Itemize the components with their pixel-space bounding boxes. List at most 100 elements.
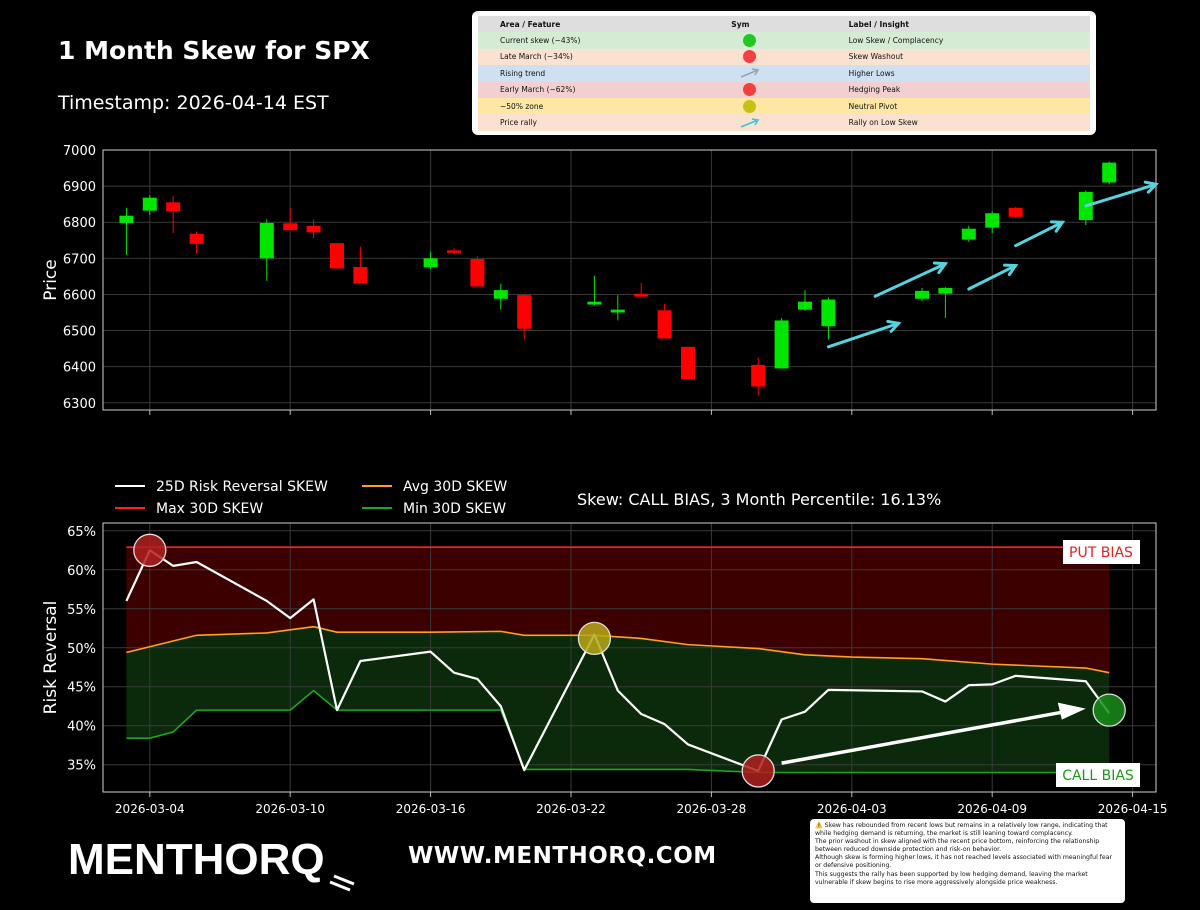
- skew-legend-entry: Min 30D SKEW: [362, 501, 506, 517]
- candle-body: [985, 213, 1000, 228]
- candle-body: [751, 364, 766, 387]
- legend-symbol: [709, 98, 826, 114]
- skew-ylabel: Risk Reversal: [41, 601, 61, 715]
- logo-tail-icon: [329, 874, 355, 892]
- legend-row: Early March (~62%) Hedging Peak: [478, 81, 1090, 98]
- price-ylabel: Price: [41, 259, 61, 300]
- skew-xtick-label: 2026-03-16: [396, 802, 466, 815]
- candle-body: [798, 301, 812, 310]
- legend-symbol: [709, 114, 826, 130]
- put-bias-label: PUT BIAS: [1063, 540, 1140, 564]
- price-candle: [470, 256, 485, 287]
- price-candle: [306, 219, 321, 239]
- price-candle: [774, 317, 789, 369]
- price-ytick-label: 6900: [63, 180, 96, 195]
- candle-body: [259, 222, 274, 259]
- price-plot-frame: [102, 149, 1157, 411]
- price-candle: [915, 287, 929, 301]
- rally-arrow-icon: [967, 263, 1019, 291]
- candle-body: [634, 293, 649, 297]
- legend-row: Price rally Rally on Low Skew: [478, 114, 1090, 131]
- price-candle: [330, 243, 344, 269]
- price-candle: [259, 219, 274, 281]
- price-candle: [189, 231, 204, 254]
- price-grid: [103, 149, 1156, 410]
- price-ytick-label: 6500: [63, 325, 96, 340]
- candle-body: [1008, 207, 1023, 217]
- skew-line-chart: 35% 40% 45% 50% 55% 60% 65% 2026-03-04 2026-03-1…: [41, 479, 1168, 815]
- price-candle: [634, 282, 649, 298]
- price-ytick-label: 6800: [63, 216, 96, 231]
- legend-text: Min 30D SKEW: [403, 501, 506, 517]
- price-candle: [1008, 207, 1023, 218]
- legend-label: Hedging Peak: [848, 85, 901, 95]
- legend-label: Higher Lows: [848, 68, 895, 78]
- candle-body: [283, 223, 298, 231]
- price-candle: [657, 303, 672, 339]
- legend-label: Skew Washout: [848, 52, 904, 62]
- price-ytick-label: 6700: [63, 252, 96, 267]
- header-label: Label / Insight: [826, 16, 1090, 33]
- candle-body: [821, 299, 836, 327]
- candle-body: [681, 346, 695, 380]
- rally-arrow-shaft: [967, 264, 1018, 291]
- price-candle: [517, 294, 532, 340]
- call-bias-label: CALL BIAS: [1056, 763, 1140, 787]
- candle-body: [142, 197, 157, 211]
- commentary-note: ⚠️ Skew has rebounded from recent lows b…: [810, 819, 1125, 903]
- candle-body: [119, 215, 134, 223]
- price-candle: [423, 251, 438, 270]
- put-bias-text: PUT BIAS: [1069, 545, 1133, 561]
- note-line: This suggests the rally has been support…: [815, 870, 1088, 886]
- legend-feature: Rising trend: [500, 68, 546, 78]
- candle-body: [470, 259, 485, 287]
- trend-arrow-head: [1057, 702, 1086, 720]
- skew-marker-circle: [1092, 693, 1126, 727]
- menthorq-logo-text: MENTHORQ: [68, 835, 325, 884]
- legend-text: 25D Risk Reversal SKEW: [156, 479, 328, 495]
- skew-xtick-label: 2026-03-22: [536, 802, 606, 815]
- skew-xtick-label: 2026-04-15: [1098, 802, 1168, 815]
- price-ytick-label: 6400: [63, 361, 96, 376]
- legend-table-body: Current skew (~43%) Low Skew / Complacenc…: [478, 32, 1090, 131]
- skew-legend-entry: 25D Risk Reversal SKEW: [115, 479, 328, 495]
- price-candle: [821, 297, 836, 340]
- header-feature: Area / Feature: [478, 16, 710, 33]
- trend-arrow-shaft: [781, 709, 1067, 765]
- skew-info-text: Skew: CALL BIAS, 3 Month Percentile: 16.…: [577, 490, 941, 509]
- price-ytick-label: 6600: [63, 288, 96, 303]
- legend-symbol: [709, 65, 826, 81]
- price-candle: [493, 283, 508, 310]
- legend-feature: Current skew (~43%): [500, 36, 581, 46]
- rally-arrow-head: [1003, 263, 1019, 277]
- skew-legend-entry: Avg 30D SKEW: [362, 479, 507, 495]
- skew-xtick-label: 2026-03-04: [115, 802, 185, 815]
- price-candle: [353, 246, 368, 284]
- price-candle: [985, 211, 1000, 234]
- legend-row: Late March (~34%) Skew Washout: [478, 48, 1090, 66]
- legend-row: Current skew (~43%) Low Skew / Complacenc…: [478, 32, 1090, 49]
- rally-arrow-shaft: [1084, 182, 1158, 208]
- call-bias-text: CALL BIAS: [1062, 768, 1134, 784]
- skew-ytick-label: 60%: [67, 564, 96, 579]
- skew-marker-circle: [741, 754, 775, 788]
- call-bias-box: [1056, 763, 1140, 787]
- rally-arrow-icon: [1084, 180, 1159, 208]
- price-candle: [142, 195, 157, 215]
- note-line: Although skew is forming higher lows, it…: [815, 854, 1113, 870]
- skew-ytick-label: 65%: [67, 525, 96, 540]
- rally-arrow-shaft: [873, 262, 947, 298]
- rally-arrow-head: [886, 319, 902, 333]
- legend-table-panel: Area / Feature Sym Label / Insight Curre…: [472, 11, 1096, 135]
- legend-feature: Price rally: [500, 118, 537, 128]
- legend-symbol: [709, 49, 826, 65]
- legend-feature: Early March (~62%): [500, 85, 576, 95]
- candle-body: [447, 250, 461, 253]
- rally-arrow-head: [932, 261, 949, 275]
- avg-skew-line: [126, 625, 1110, 674]
- red-dot-icon: [743, 50, 757, 64]
- skew-ytick-label: 35%: [67, 759, 96, 774]
- red-dot-icon: [743, 83, 757, 97]
- skew-ytick-label: 50%: [67, 642, 96, 657]
- arrow-path: [740, 68, 760, 79]
